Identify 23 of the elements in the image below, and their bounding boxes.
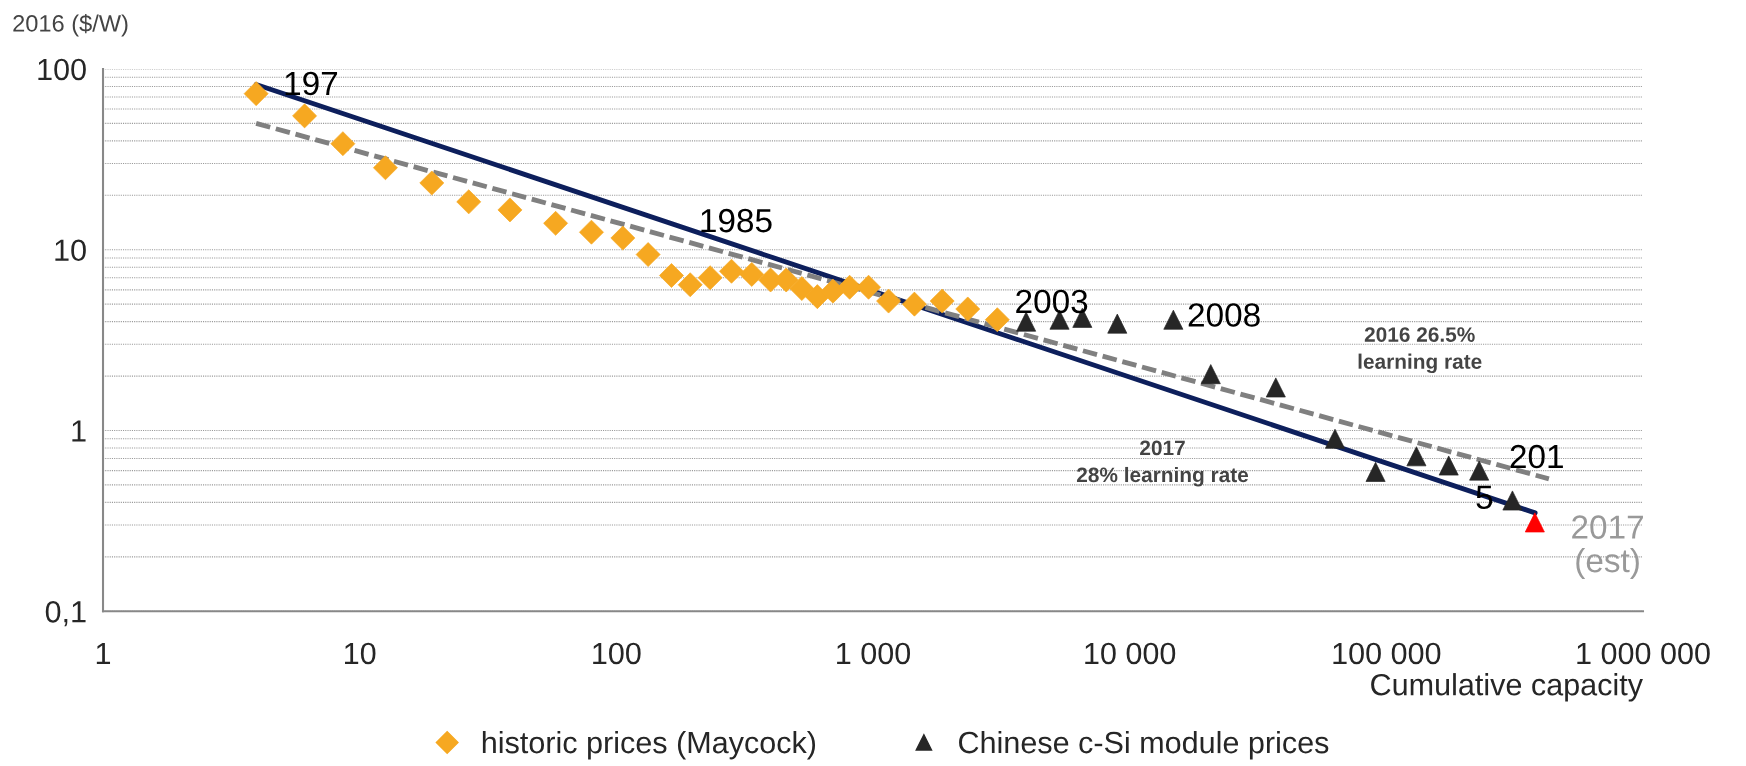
annotation: 201 (1510, 444, 1563, 469)
annotation: 2003 (1016, 289, 1088, 314)
annotation: 2017 (est) (1572, 515, 1643, 579)
legend-label: historic prices (Maycock) (482, 730, 816, 760)
y-tick-label: 1 (72, 420, 86, 442)
annotation: 2016 26.5% learning rate (1358, 327, 1482, 374)
x-tick-label: 100 000 (1333, 642, 1441, 665)
annotation: 197 (285, 71, 338, 96)
legend-label: Chinese c-Si module prices (959, 730, 1329, 760)
annotation: 2017 28% learning rate (1076, 440, 1249, 487)
y-axis-title: 2016 ($/W) (13, 14, 128, 37)
x-tick-label: 1 (96, 642, 111, 664)
y-tick-label: 0,1 (45, 601, 86, 627)
x-tick-label: 1 000 (837, 642, 911, 665)
y-tick-label: 100 (38, 58, 86, 81)
annotation: 2008 (1188, 303, 1260, 327)
x-tick-label: 10 000 (1085, 642, 1176, 665)
y-tick-label: 10 (55, 239, 86, 262)
x-tick-label: 100 (593, 642, 641, 665)
annotation: 1985 (701, 208, 772, 233)
x-axis-title: Cumulative capacity (1371, 673, 1643, 702)
x-tick-label: 1 000 000 (1577, 642, 1710, 665)
x-tick-label: 10 (345, 642, 376, 665)
